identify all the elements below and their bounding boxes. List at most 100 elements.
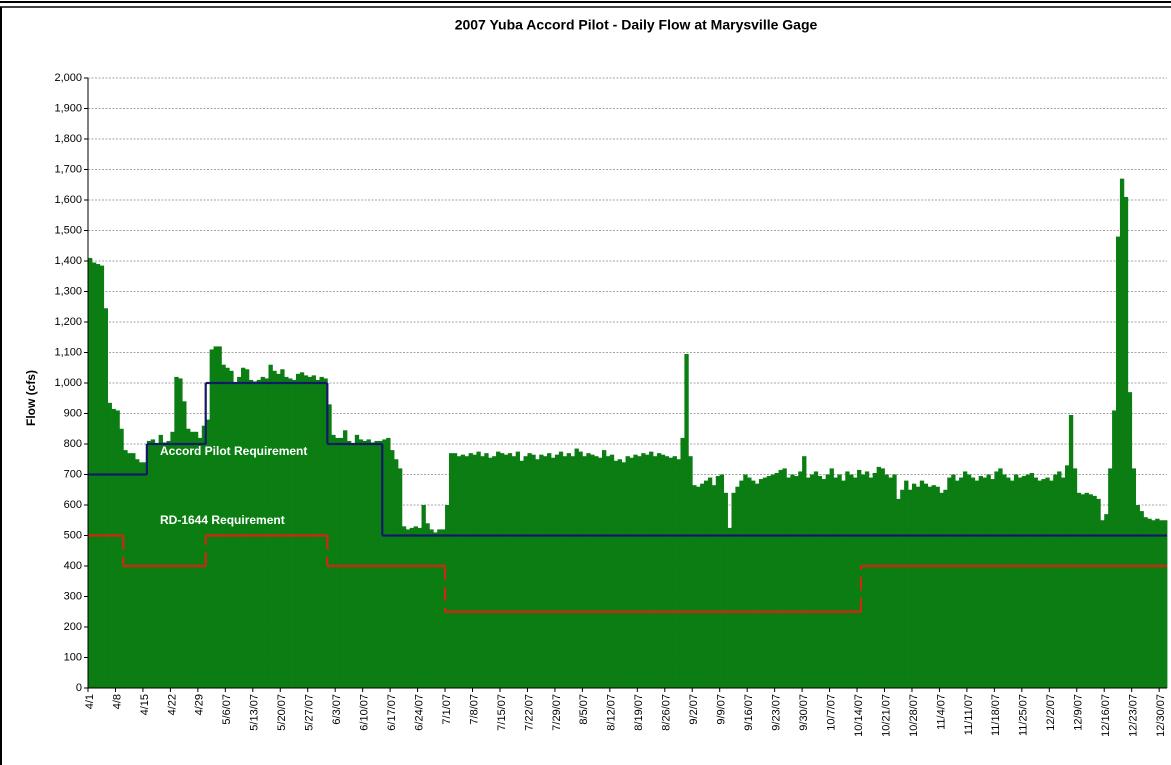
bar — [354, 434, 360, 688]
bar — [990, 479, 995, 688]
bar — [437, 529, 442, 688]
x-tick-label: 8/19/07 — [633, 694, 645, 731]
bar — [853, 477, 858, 688]
annotation: Accord Pilot Requirement — [160, 444, 307, 458]
bar — [857, 469, 862, 688]
bar — [786, 477, 791, 688]
bar — [1119, 178, 1125, 688]
bar — [868, 477, 874, 688]
bar — [562, 456, 568, 688]
bar — [637, 456, 642, 688]
bar — [939, 492, 944, 688]
y-tick-label: 900 — [64, 407, 82, 419]
bar — [696, 486, 701, 688]
bar — [150, 439, 156, 688]
bar — [394, 459, 399, 688]
bar — [947, 477, 952, 688]
bar — [578, 451, 583, 688]
bar — [613, 460, 619, 688]
bar — [649, 451, 654, 688]
bar — [782, 468, 787, 688]
bar — [225, 367, 230, 688]
bar — [872, 472, 878, 688]
x-tick-label: 10/7/07 — [825, 694, 837, 731]
bar — [1123, 196, 1129, 688]
bar — [1092, 495, 1097, 688]
bar — [1084, 492, 1089, 688]
y-axis-label: Flow (cfs) — [24, 370, 38, 426]
bar — [641, 453, 646, 688]
bar — [527, 453, 532, 688]
y-tick-label: 1,400 — [54, 255, 82, 267]
bar — [1127, 392, 1133, 688]
bar — [386, 437, 391, 688]
bar — [523, 456, 528, 688]
bar — [554, 454, 560, 688]
bar — [417, 527, 422, 688]
bar — [688, 456, 693, 688]
x-tick-label: 12/23/07 — [1128, 694, 1140, 737]
bar — [676, 459, 681, 688]
bar — [731, 492, 736, 688]
bar — [794, 476, 799, 688]
bar — [95, 264, 101, 688]
bar — [425, 523, 430, 688]
bar — [574, 448, 579, 688]
bar — [943, 489, 948, 688]
bar — [966, 474, 972, 688]
bar — [778, 469, 783, 688]
bar — [1155, 518, 1160, 688]
bar — [1139, 511, 1144, 688]
bar — [888, 477, 893, 688]
bar — [1076, 492, 1082, 688]
bar — [401, 526, 407, 688]
bar — [193, 431, 199, 688]
bar — [217, 346, 222, 688]
y-tick-label: 1,900 — [54, 102, 82, 114]
bar — [700, 483, 705, 688]
x-tick-label: 9/9/07 — [716, 694, 728, 725]
bar — [476, 451, 481, 688]
bar — [747, 477, 752, 688]
bar — [806, 477, 811, 688]
bar — [566, 453, 572, 688]
bar — [1029, 472, 1034, 688]
x-tick-label: 9/16/07 — [743, 694, 755, 731]
x-tick-label: 11/18/07 — [990, 694, 1002, 736]
bar — [107, 402, 112, 688]
bar — [923, 483, 929, 688]
bar — [935, 486, 940, 688]
bar — [959, 477, 964, 688]
bar — [986, 474, 991, 688]
bar — [244, 369, 250, 688]
bar — [880, 468, 885, 688]
bar — [837, 474, 842, 688]
bar — [139, 462, 144, 688]
x-tick-label: 11/4/07 — [935, 694, 947, 730]
y-tick-label: 1,300 — [54, 285, 82, 297]
bar — [492, 456, 497, 688]
bar — [739, 480, 744, 688]
bar — [1112, 410, 1117, 688]
bar — [711, 485, 717, 688]
x-tick-label: 4/29 — [194, 694, 206, 715]
bar — [770, 474, 776, 688]
bar — [809, 474, 815, 688]
bar — [182, 401, 187, 688]
bar — [484, 453, 489, 688]
bar — [237, 376, 242, 688]
bar — [645, 454, 650, 688]
x-tick-label: 9/2/07 — [688, 694, 700, 725]
bar — [692, 485, 697, 688]
bar — [295, 373, 301, 688]
bar — [197, 437, 203, 688]
bar — [629, 457, 634, 688]
bar — [774, 472, 779, 688]
bar — [845, 471, 850, 688]
bar — [617, 459, 623, 688]
bar — [896, 498, 901, 688]
bar — [331, 434, 336, 688]
y-tick-label: 1,800 — [54, 133, 82, 145]
bar — [798, 471, 803, 688]
bar — [927, 486, 932, 688]
